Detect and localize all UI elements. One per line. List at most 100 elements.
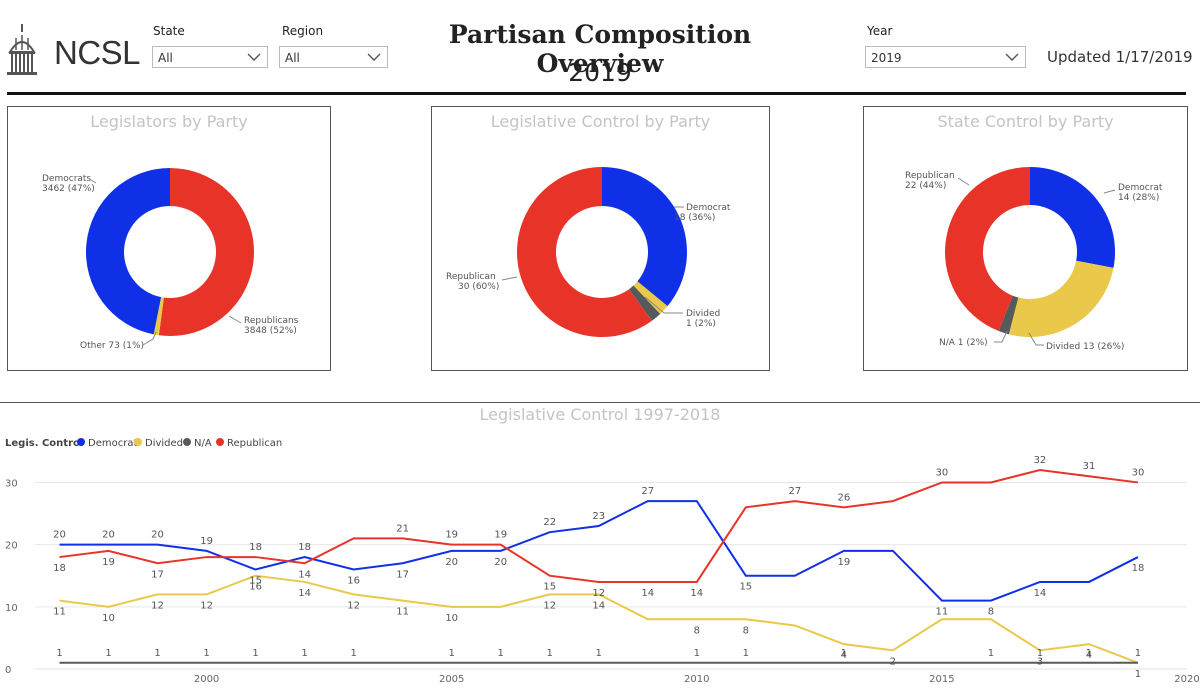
slice-label-na: N/A 1 (2%) [939,338,988,348]
data-label: 20 [151,530,164,541]
data-label: 19 [837,557,850,568]
series-line-republican[interactable] [59,468,1139,583]
data-label: 18 [53,563,66,574]
legislators-by-party-panel: Legislators by Party Democrats 3462 (47%… [7,106,331,371]
data-label: 4 [841,650,847,661]
slice-name-label: Democrat [1118,183,1163,193]
data-label: 31 [1083,461,1096,472]
data-label: 12 [200,600,213,611]
data-label: 1 [694,648,700,659]
state-control-by-party-panel: State Control by Party Republican 22 (44… [863,106,1188,371]
data-label: 11 [53,607,66,618]
data-label: 16 [347,576,360,587]
data-label: 12 [151,600,164,611]
slice-democrats[interactable] [86,168,170,335]
legend-dot-democrat [77,438,85,446]
data-label: 14 [690,588,703,599]
data-label: 1 [596,648,602,659]
data-label: 18 [298,542,311,553]
legislative-control-by-party-panel: Legislative Control by Party Democrat 18… [431,106,770,371]
slice-republican[interactable] [517,167,652,337]
data-label: 2 [890,656,896,667]
slice-other[interactable] [153,297,164,336]
data-label: 21 [396,523,409,534]
y-tick-label: 20 [5,541,18,552]
data-label: 12 [543,600,556,611]
data-label: 1 [448,648,454,659]
data-label: 1 [301,648,307,659]
slice-name-label: Divided [686,309,720,319]
data-label: 27 [788,486,801,497]
data-label: 12 [592,588,605,599]
data-label: 4 [1086,650,1092,661]
data-label: 26 [837,492,850,503]
state-filter-label: State [153,24,185,38]
data-label: 11 [936,607,949,618]
chart-legend: Legis. Control Democrat Divided N/A Repu… [5,438,282,449]
series-line-divided[interactable] [59,574,1139,664]
state-dropdown[interactable]: All [152,46,268,68]
slice-democrat[interactable] [602,167,687,307]
data-label: 8 [743,625,749,636]
data-label: 16 [249,582,262,593]
updated-date: Updated 1/17/2019 [1047,48,1193,66]
slice-value-label: 3462 (47%) [42,184,95,194]
data-label: 1 [203,648,209,659]
legend-label-divided[interactable]: Divided [145,438,183,449]
slice-name-label: Democrats [42,174,91,184]
slice-value-label: 1 (2%) [686,319,716,329]
legislators-by-party-title: Legislators by Party [90,112,248,131]
data-label: 30 [1132,467,1145,478]
legend-label-democrat[interactable]: Democrat [88,438,137,449]
data-label: 23 [592,511,605,522]
ncsl-logo-text: NCSL [54,34,141,71]
page-title: Partisan Composition Overview [448,20,752,78]
legend-label-republican[interactable]: Republican [227,438,282,449]
data-label: 10 [445,613,458,624]
data-label: 15 [543,582,556,593]
legend-dot-na [183,438,191,446]
data-label: 1 [105,648,111,659]
data-label: 1 [56,648,62,659]
series-line-democrat[interactable] [59,500,1139,602]
legend-label-na[interactable]: N/A [194,438,212,449]
data-label: 8 [694,625,700,636]
data-label: 8 [988,607,994,618]
slice-na[interactable] [998,295,1019,335]
data-label: 1 [350,648,356,659]
data-label: 1 [252,648,258,659]
slice-democrat[interactable] [1030,167,1115,268]
slice-divided[interactable] [1008,260,1114,337]
data-label: 1 [1135,669,1141,680]
data-label: 14 [1034,588,1047,599]
data-label: 14 [592,600,605,611]
data-label: 15 [739,582,752,593]
data-label: 1 [1086,648,1092,659]
data-label: 19 [102,557,115,568]
slice-name-label: Republicans [244,316,299,326]
region-dropdown[interactable]: All [279,46,388,68]
year-dropdown[interactable]: 2019 [865,46,1026,68]
line-chart-title: Legislative Control 1997-2018 [479,405,721,424]
chevron-down-icon [1005,53,1019,61]
data-label: 20 [445,557,458,568]
slice-divided[interactable] [633,281,668,314]
data-label: 1 [498,648,504,659]
data-label: 17 [151,569,164,580]
data-label: 1 [547,648,553,659]
slice-na[interactable] [629,285,661,321]
state-control-title: State Control by Party [937,112,1114,131]
ncsl-capitol-logo [7,24,37,75]
y-tick-label: 30 [5,478,18,489]
slice-republicans[interactable] [158,168,255,336]
slice-value-label: 30 (60%) [458,282,499,292]
slice-republican[interactable] [945,167,1030,332]
year-filter-label: Year [867,24,893,38]
slice-name-label: Republican [905,171,955,181]
data-label: 15 [249,576,262,587]
data-label: 19 [494,530,507,541]
legislative-control-title: Legislative Control by Party [490,112,711,131]
x-tick-label: 2000 [194,674,219,685]
region-dropdown-value: All [285,51,300,65]
year-dropdown-value: 2019 [871,51,902,65]
